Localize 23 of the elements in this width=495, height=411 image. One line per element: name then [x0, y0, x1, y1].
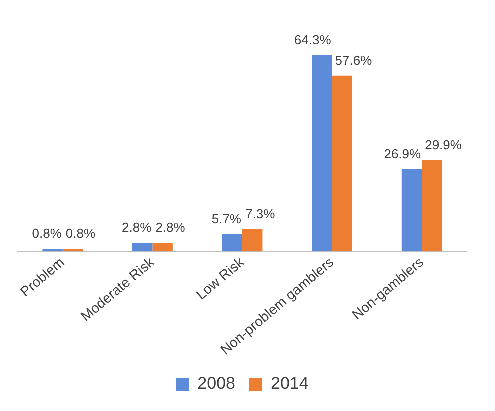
data-label: 2.8% — [122, 220, 152, 236]
data-label: 5.7% — [212, 211, 242, 226]
bar — [312, 55, 332, 252]
bar — [332, 76, 353, 252]
data-label: 7.3% — [246, 206, 276, 222]
data-label: 26.9% — [384, 146, 422, 162]
bar — [422, 160, 442, 252]
bar — [402, 170, 422, 252]
legend-label: 2014 — [271, 374, 309, 394]
data-label: 0.8% — [66, 226, 96, 242]
bar — [62, 249, 84, 252]
legend-label: 2008 — [198, 374, 236, 394]
data-label: 64.3% — [294, 32, 332, 48]
bar — [152, 243, 173, 252]
data-label: 2.8% — [156, 220, 186, 236]
data-label: 0.8% — [32, 226, 62, 242]
bar — [222, 234, 242, 252]
x-tick-label: Low Risk — [193, 253, 248, 303]
data-label: 57.6% — [335, 52, 373, 68]
data-label: 29.9% — [425, 137, 462, 152]
bar — [42, 249, 63, 252]
bar — [132, 243, 153, 252]
bar — [242, 229, 263, 252]
